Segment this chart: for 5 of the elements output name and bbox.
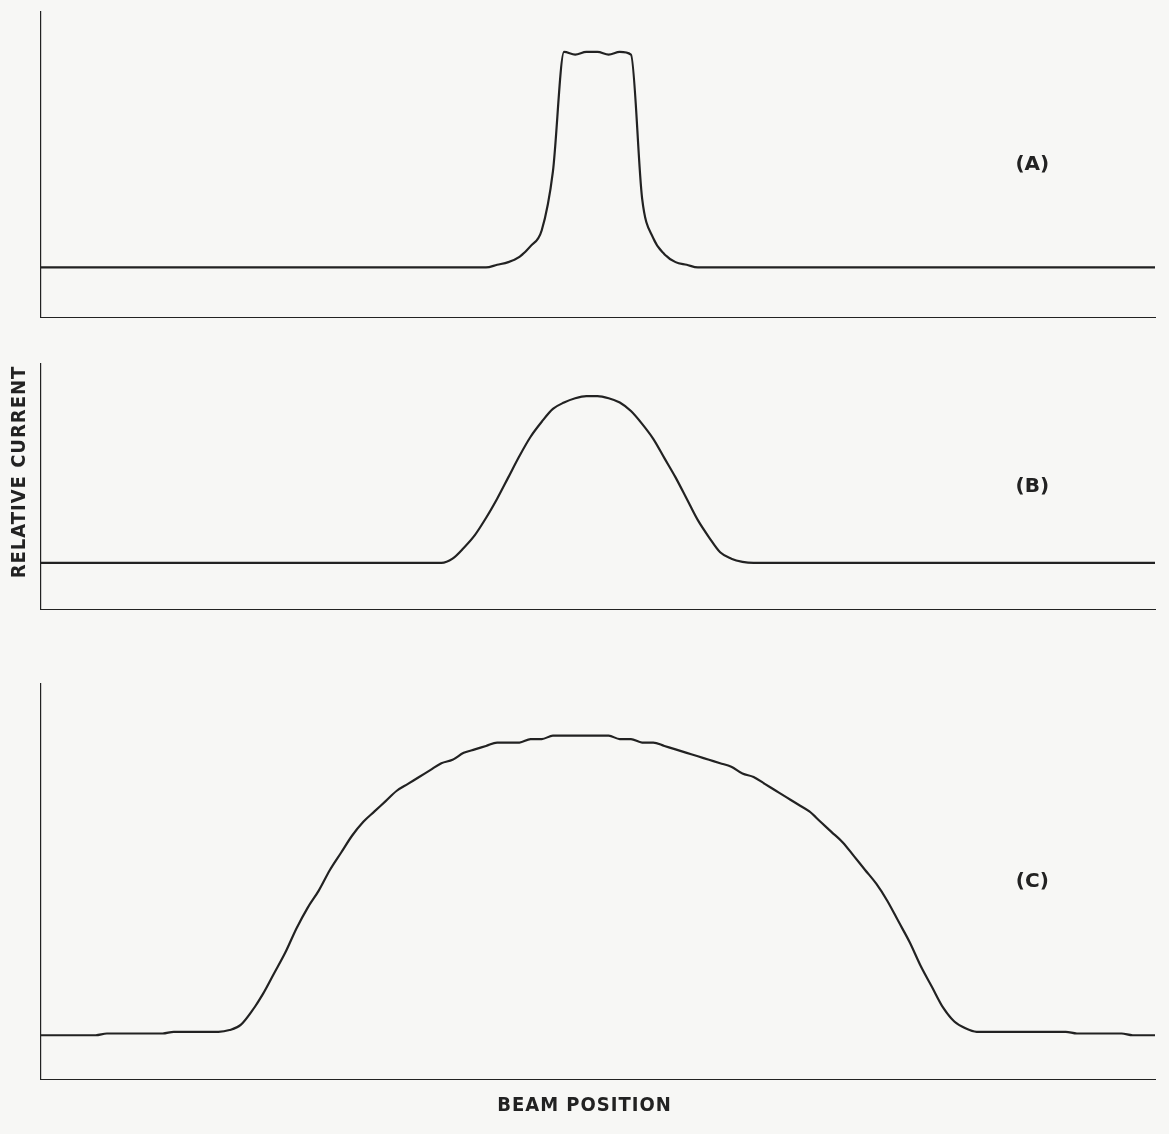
y-axis-title: RELATIVE CURRENT <box>6 364 30 581</box>
annotation: (B) <box>1015 473 1050 498</box>
x-axis-title: BEAM POSITION <box>496 1092 673 1116</box>
annotation: (C) <box>1015 868 1049 893</box>
annotation: (A) <box>1015 151 1050 176</box>
